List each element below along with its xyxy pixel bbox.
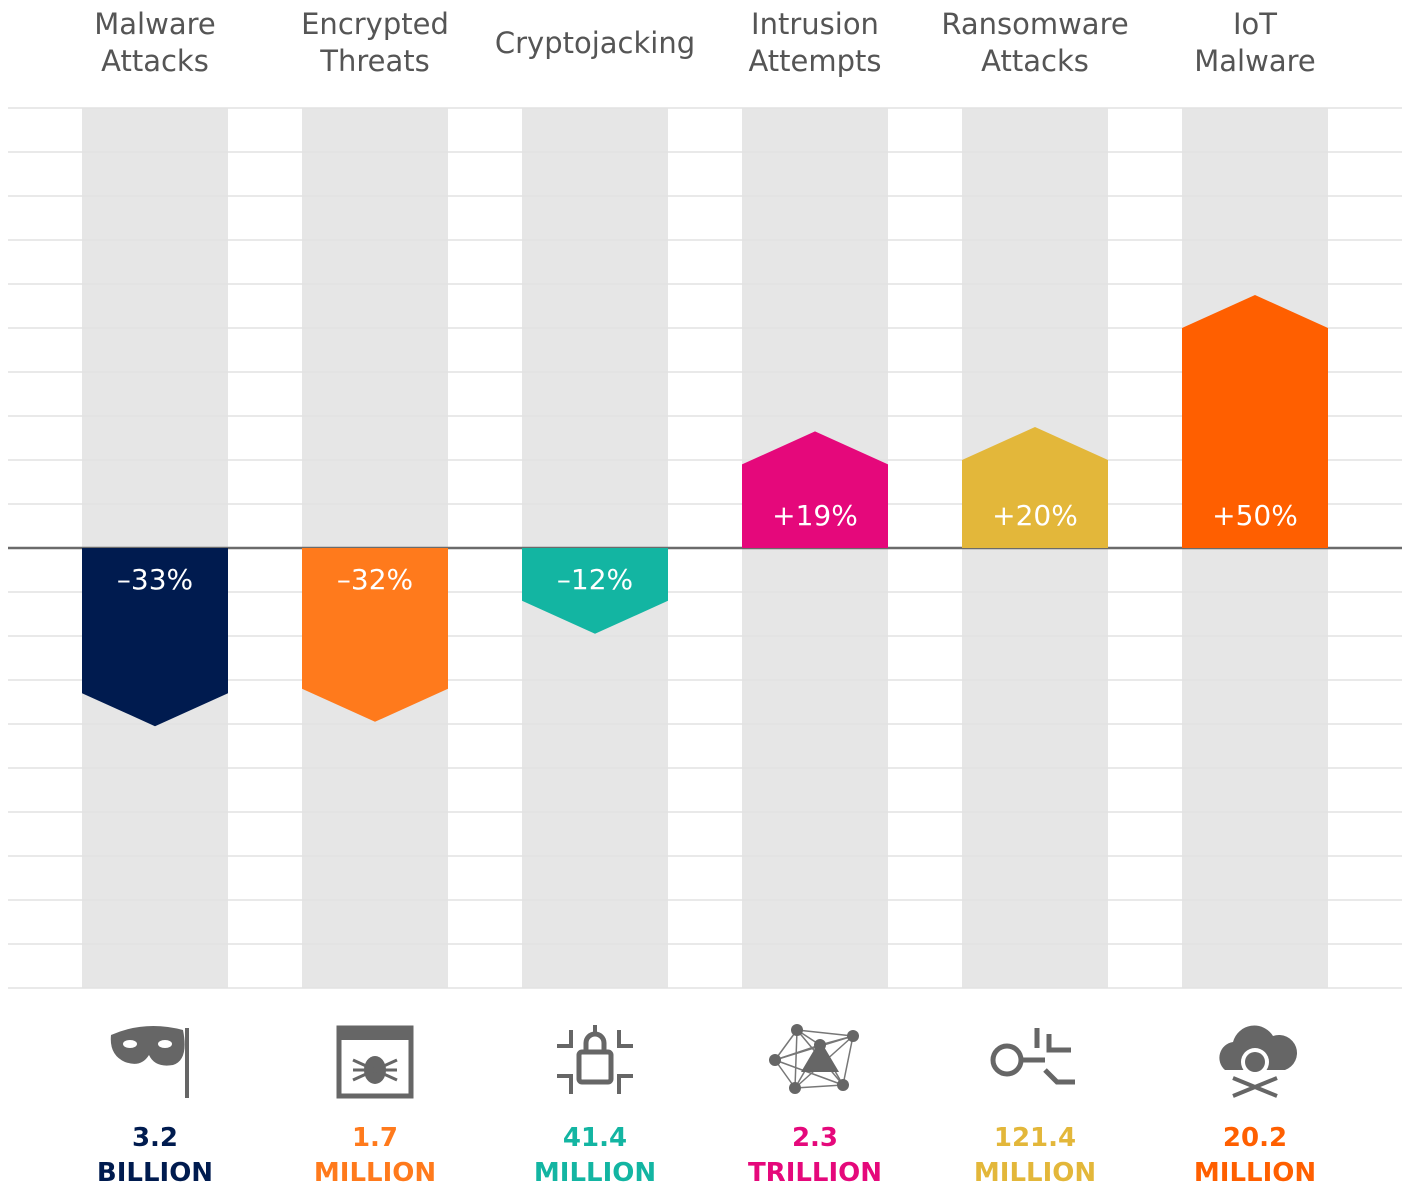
icon bbox=[769, 1024, 859, 1094]
icon-key-shaft bbox=[1021, 1028, 1075, 1085]
icon-node bbox=[847, 1030, 859, 1042]
icon-node bbox=[769, 1054, 781, 1066]
category-label-box: Cryptojacking bbox=[495, 4, 695, 82]
icon-link bbox=[774, 1044, 821, 1061]
icon-bones bbox=[1232, 1076, 1278, 1098]
bar bbox=[302, 548, 448, 722]
category-label-box: IoT Malware bbox=[1180, 4, 1330, 82]
count-unit: BILLION bbox=[96, 1158, 214, 1188]
count-unit: MILLION bbox=[313, 1158, 437, 1188]
icon-eye bbox=[123, 1040, 137, 1048]
count-value: 121.4 bbox=[993, 1123, 1077, 1153]
icon-link bbox=[774, 1029, 798, 1061]
icon-circuit bbox=[557, 1025, 633, 1094]
category-label: Malware Attacks bbox=[94, 7, 216, 78]
icon-skull-inner bbox=[1245, 1052, 1265, 1072]
icon-lock bbox=[576, 1049, 614, 1085]
icon-key-head bbox=[990, 1043, 1024, 1077]
icon-link bbox=[794, 1029, 798, 1089]
count-unit: MILLION bbox=[1193, 1158, 1317, 1188]
icon-node bbox=[791, 1024, 803, 1036]
category-label-box: Encrypted Threats bbox=[300, 4, 450, 82]
category-label-box: Malware Attacks bbox=[80, 4, 230, 82]
bar bbox=[742, 431, 888, 548]
count-unit: TRILLION bbox=[747, 1158, 883, 1188]
category-label: Ransomware Attacks bbox=[941, 7, 1129, 78]
icon-mask bbox=[110, 1026, 185, 1066]
category-label: IoT Malware bbox=[1194, 7, 1316, 78]
icon-link bbox=[794, 1084, 844, 1089]
icon-eye bbox=[158, 1040, 172, 1048]
icon bbox=[557, 1025, 633, 1094]
icon-legs bbox=[352, 1058, 398, 1082]
category-label-box: Intrusion Attempts bbox=[740, 4, 890, 82]
count-value: 2.3 bbox=[791, 1123, 839, 1153]
bar bbox=[1182, 295, 1328, 548]
value-label: +19% bbox=[772, 499, 858, 532]
icon-warning bbox=[801, 1040, 839, 1072]
icon-titlebar bbox=[339, 1028, 411, 1040]
count-value: 41.4 bbox=[562, 1123, 628, 1153]
icon-node bbox=[789, 1082, 801, 1094]
count-value: 1.7 bbox=[351, 1123, 399, 1153]
icon-link bbox=[842, 1035, 854, 1086]
value-label: +20% bbox=[992, 499, 1078, 532]
value-label: –33% bbox=[117, 563, 193, 596]
icon bbox=[336, 1025, 414, 1099]
count-value: 20.2 bbox=[1222, 1123, 1288, 1153]
category-label: Intrusion Attempts bbox=[748, 7, 882, 78]
category-label: Cryptojacking bbox=[494, 25, 696, 60]
value-label: +50% bbox=[1212, 499, 1298, 532]
icon-link bbox=[796, 1029, 854, 1037]
value-label: –12% bbox=[557, 563, 633, 596]
category-label: Encrypted Threats bbox=[301, 7, 449, 78]
icon bbox=[110, 1026, 189, 1098]
icon bbox=[1219, 1025, 1298, 1098]
bar bbox=[962, 427, 1108, 548]
icon-shackle bbox=[583, 1031, 607, 1052]
icon-link bbox=[774, 1059, 844, 1086]
category-label-box: Ransomware Attacks bbox=[941, 4, 1128, 82]
icon-cloud bbox=[1219, 1025, 1298, 1070]
bar bbox=[82, 548, 228, 727]
value-label: –32% bbox=[337, 563, 413, 596]
count-unit: MILLION bbox=[533, 1158, 657, 1188]
icon-node bbox=[837, 1079, 849, 1091]
icon bbox=[990, 1028, 1075, 1085]
count-value: 3.2 bbox=[131, 1123, 179, 1153]
count-unit: MILLION bbox=[973, 1158, 1097, 1188]
bar bbox=[522, 548, 668, 634]
